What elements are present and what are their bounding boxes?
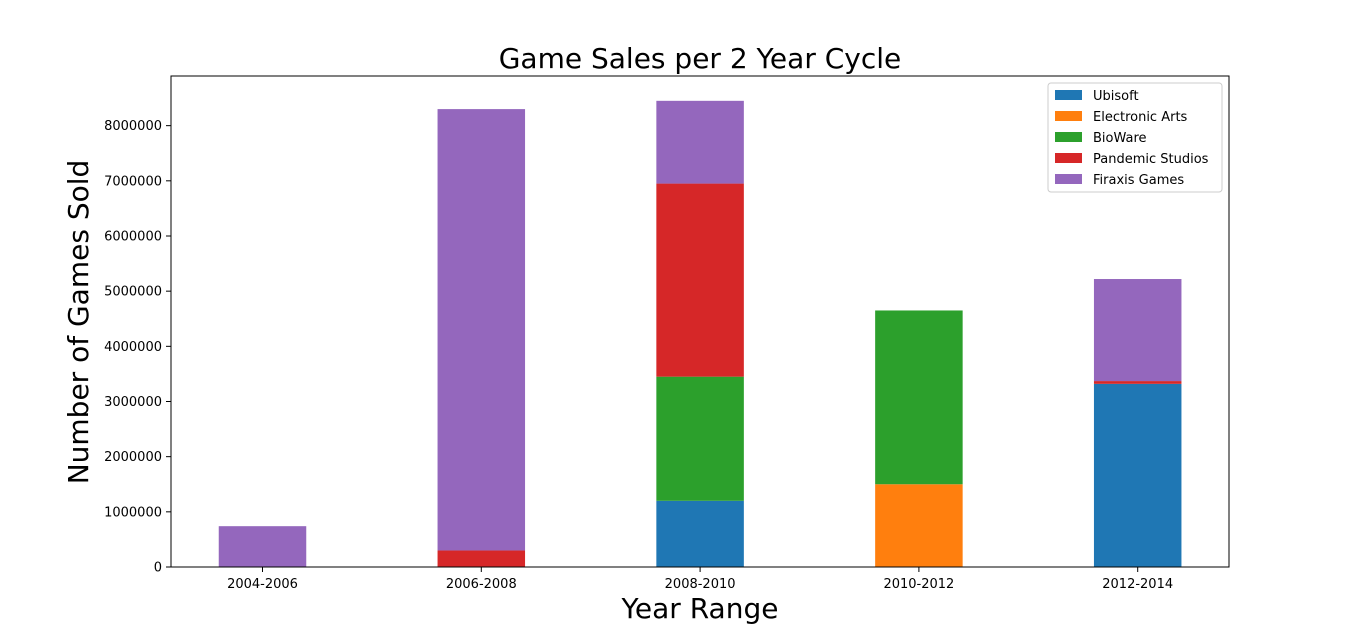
legend-swatch-bioware xyxy=(1055,132,1082,142)
y-tick-label: 2000000 xyxy=(104,450,162,465)
legend-swatch-ubisoft xyxy=(1055,90,1082,100)
bar-pandemic-studios-2006-2008 xyxy=(437,550,526,567)
y-axis-title: Number of Games Sold xyxy=(62,160,95,485)
x-tick-label: 2008-2010 xyxy=(665,577,736,592)
x-tick-label: 2006-2008 xyxy=(446,577,517,592)
x-axis-title: Year Range xyxy=(621,592,779,625)
x-tick-label: 2010-2012 xyxy=(883,577,954,592)
bar-pandemic-studios-2012-2014 xyxy=(1093,381,1182,384)
x-tick-label: 2004-2006 xyxy=(227,577,298,592)
y-tick-label: 8000000 xyxy=(104,119,162,134)
bar-firaxis-games-2008-2010 xyxy=(656,100,744,184)
bar-firaxis-games-2012-2014 xyxy=(1093,279,1182,382)
bar-firaxis-games-2006-2008 xyxy=(437,109,526,551)
legend: Ubisoft Electronic Arts BioWare Pandemic St… xyxy=(1047,82,1223,193)
chart-title: Game Sales per 2 Year Cycle xyxy=(499,42,902,75)
y-tick-label: 5000000 xyxy=(104,285,162,300)
bar-bioware-2010-2012 xyxy=(875,310,963,485)
legend-label: BioWare xyxy=(1093,131,1147,146)
legend-label: Ubisoft xyxy=(1093,89,1139,104)
x-axis: 2004-2006 2006-2008 2008-2010 2010-2012 2012… xyxy=(227,567,1173,592)
bars-group xyxy=(218,100,1182,567)
bar-electronic-arts-2010-2012 xyxy=(875,484,963,567)
legend-swatch-electronic-arts xyxy=(1055,111,1082,121)
x-tick-label: 2012-2014 xyxy=(1102,577,1173,592)
legend-label: Pandemic Studios xyxy=(1093,152,1209,167)
y-tick-label: 6000000 xyxy=(104,229,162,244)
y-axis: 0 1000000 2000000 3000000 4000000 5000000 6000… xyxy=(104,119,171,576)
bar-pandemic-studios-2008-2010 xyxy=(656,183,744,377)
legend-swatch-pandemic-studios xyxy=(1055,153,1082,163)
bar-ubisoft-2008-2010 xyxy=(656,500,744,567)
legend-label: Electronic Arts xyxy=(1093,110,1188,125)
y-tick-label: 4000000 xyxy=(104,340,162,355)
legend-swatch-firaxis-games xyxy=(1055,174,1082,184)
bar-firaxis-games-2004-2006 xyxy=(218,526,307,567)
y-tick-label: 0 xyxy=(154,561,162,576)
y-tick-label: 3000000 xyxy=(104,395,162,410)
bar-ubisoft-2012-2014 xyxy=(1093,383,1182,567)
legend-box xyxy=(1047,82,1223,193)
y-tick-label: 1000000 xyxy=(104,505,162,520)
bar-bioware-2008-2010 xyxy=(656,376,744,501)
legend-label: Firaxis Games xyxy=(1093,173,1184,188)
y-tick-label: 7000000 xyxy=(104,174,162,189)
